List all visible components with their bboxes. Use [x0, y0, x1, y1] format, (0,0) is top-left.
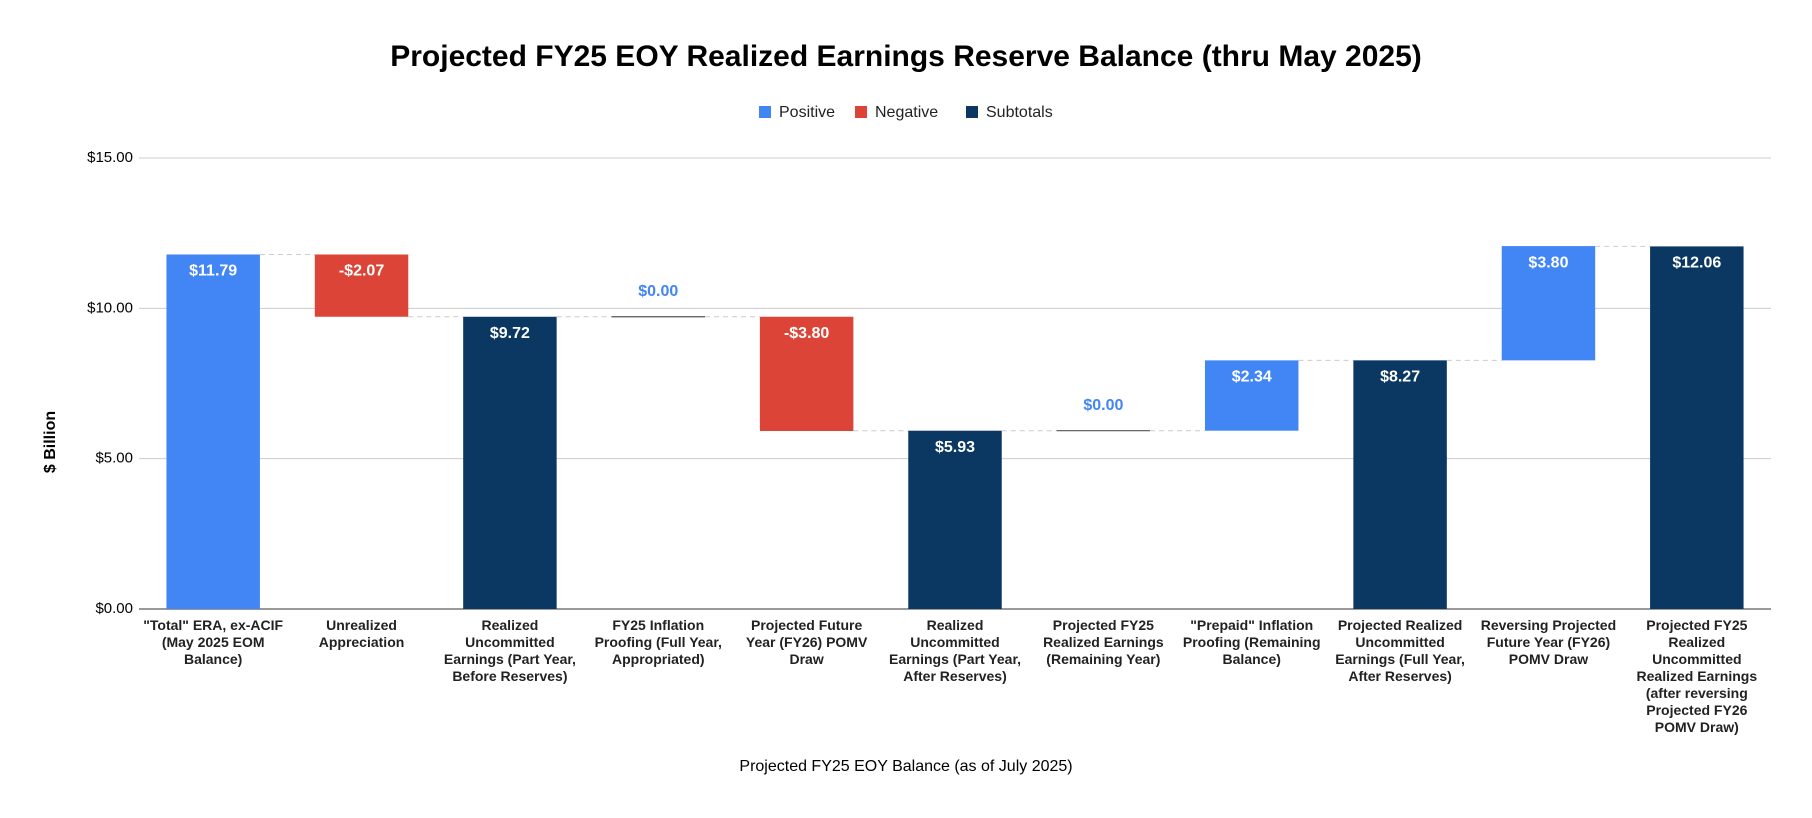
value-label: $3.80	[1528, 254, 1568, 271]
value-label: -$3.80	[784, 325, 829, 342]
bar	[1501, 246, 1596, 361]
legend-label: Negative	[875, 104, 938, 121]
x-tick-label: FY25 Inflation Proofing (Full Year, Appr…	[594, 617, 722, 667]
x-axis-title: Projected FY25 EOY Balance (as of July 2…	[739, 758, 1072, 775]
x-tick-label: Projected FY25 Realized Earnings (Remain…	[1043, 617, 1164, 667]
bar	[1204, 360, 1299, 431]
bar	[1353, 360, 1447, 609]
value-label: $0.00	[1083, 397, 1123, 414]
bar	[314, 254, 409, 317]
y-axis-title: $ Billion	[42, 411, 59, 473]
y-tick-label: $5.00	[95, 450, 133, 467]
x-tick-label: Projected Realized Uncommitted Earnings …	[1335, 617, 1465, 684]
value-label: $9.72	[490, 325, 530, 342]
value-label: $8.27	[1380, 369, 1420, 386]
bar	[166, 254, 260, 609]
y-tick-label: $0.00	[95, 600, 133, 617]
x-tick-label: Realized Uncommitted Earnings (Part Year…	[888, 617, 1022, 684]
legend-swatch	[759, 106, 771, 118]
y-tick-label: $15.00	[87, 149, 133, 166]
value-label: -$2.07	[339, 263, 384, 280]
bar	[1650, 246, 1744, 609]
x-tick-label: Unrealized Appreciation	[318, 617, 405, 650]
value-label: $12.06	[1672, 255, 1721, 272]
legend-swatch	[855, 106, 867, 118]
x-tick-label: "Prepaid" Inflation Proofing (Remaining …	[1182, 617, 1321, 667]
value-label: $5.93	[935, 439, 975, 456]
legend-label: Positive	[779, 104, 835, 121]
x-tick-label: Reversing Projected Future Year (FY26) P…	[1480, 617, 1617, 667]
x-tick-label: Projected FY25 Realized Uncommitted Real…	[1636, 617, 1758, 735]
bar	[759, 316, 854, 432]
x-tick-label: Realized Uncommitted Earnings (Part Year…	[443, 617, 576, 684]
x-tick-label: "Total" ERA, ex-ACIF (May 2025 EOM Balan…	[143, 617, 284, 667]
y-tick-label: $10.00	[87, 299, 133, 316]
legend-label: Subtotals	[986, 104, 1053, 121]
value-label: $0.00	[638, 283, 678, 300]
bar	[908, 430, 1002, 609]
chart-title: Projected FY25 EOY Realized Earnings Res…	[390, 40, 1422, 73]
value-label: $11.79	[189, 263, 237, 280]
bar	[463, 316, 557, 609]
legend-swatch	[966, 106, 978, 118]
x-tick-label: Projected Future Year (FY26) POMV Draw	[745, 617, 868, 667]
value-label: $2.34	[1232, 369, 1272, 386]
